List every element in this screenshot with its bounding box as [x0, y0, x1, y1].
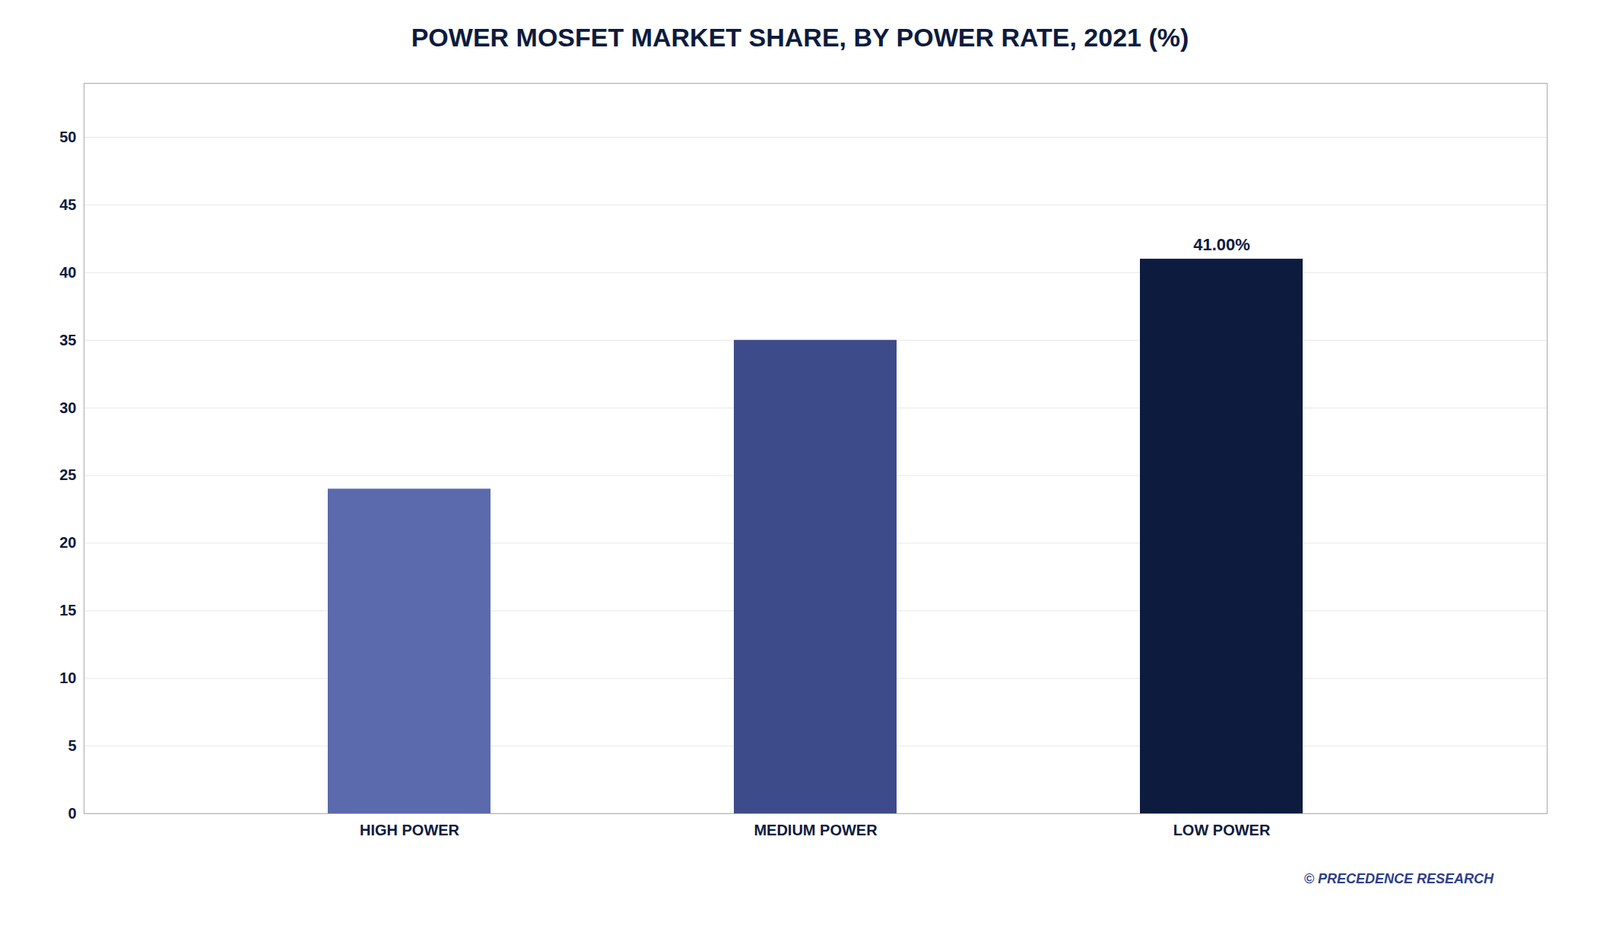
svg-text:10: 10: [59, 669, 77, 686]
svg-text:20: 20: [59, 533, 77, 551]
svg-text:40: 40: [59, 263, 77, 281]
svg-text:41.00%: 41.00%: [1193, 234, 1251, 254]
svg-text:MEDIUM POWER: MEDIUM POWER: [753, 821, 878, 839]
html-text:POWER MOSFET MARKET SHARE, BY: POWER MOSFET MARKET SHARE, BY POWER RATE…: [411, 22, 1189, 52]
svg-text:HIGH POWER: HIGH POWER: [359, 821, 461, 839]
svg-text:15: 15: [59, 601, 77, 619]
svg-text:30: 30: [59, 399, 77, 416]
svg-text:45: 45: [59, 196, 77, 213]
svg-text:25: 25: [59, 466, 77, 483]
html-text:© PRECEDENCE RESEARCH: © PRECEDENCE RESEARCH: [1303, 870, 1494, 886]
svg-text:50: 50: [59, 128, 77, 146]
svg-text:5: 5: [67, 736, 77, 754]
svg-text:LOW POWER: LOW POWER: [1173, 821, 1271, 839]
svg-text:35: 35: [59, 331, 77, 349]
svg-text:0: 0: [67, 804, 77, 822]
